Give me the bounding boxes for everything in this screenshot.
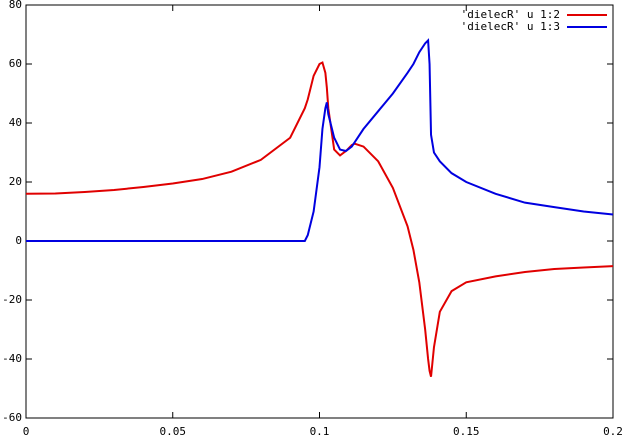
y-tick-label: -20 bbox=[2, 293, 22, 306]
legend-label: 'dielecR' u 1:2 bbox=[461, 8, 560, 21]
y-tick-label: 0 bbox=[15, 234, 22, 247]
y-tick-label: -60 bbox=[2, 411, 22, 424]
series-line bbox=[25, 61, 614, 377]
x-tick-label: 0 bbox=[23, 425, 30, 438]
y-tick-label: -40 bbox=[2, 352, 22, 365]
x-tick-label: 0.1 bbox=[310, 425, 330, 438]
plot-frame bbox=[25, 4, 614, 419]
y-tick-label: 20 bbox=[9, 175, 22, 188]
x-tick-label: 0.2 bbox=[603, 425, 623, 438]
legend-label: 'dielecR' u 1:3 bbox=[461, 20, 560, 33]
series-line bbox=[26, 38, 614, 242]
y-tick-label: 80 bbox=[9, 0, 22, 11]
x-tick-label: 0.05 bbox=[160, 425, 187, 438]
y-tick-label: 60 bbox=[9, 57, 22, 70]
x-tick-label: 0.15 bbox=[453, 425, 480, 438]
y-tick-label: 40 bbox=[9, 116, 22, 129]
